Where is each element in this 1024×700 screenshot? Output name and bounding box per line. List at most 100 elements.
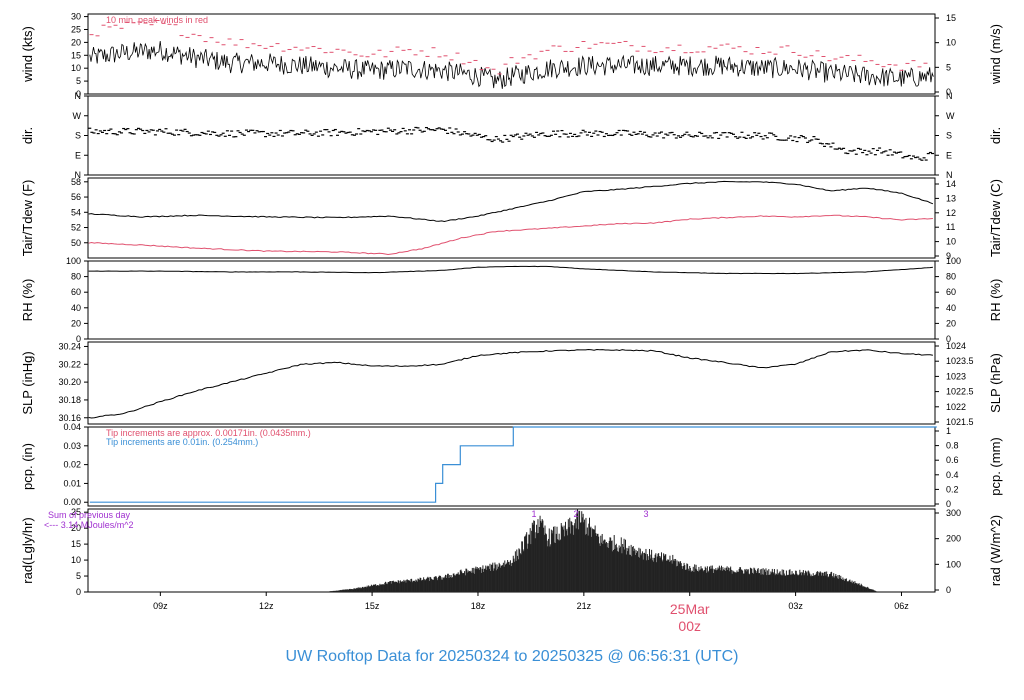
ytick-label-temp: 52 — [71, 223, 81, 233]
ytick-label-dir: E — [75, 150, 81, 160]
ylabel-wind: wind (kts) — [20, 26, 35, 83]
xtick-label: 03z — [788, 601, 803, 611]
ytick-label-rad: 20 — [71, 523, 81, 533]
ytick-label-wind: 20 — [71, 37, 81, 47]
y2tick-label-slp: 1021.5 — [946, 417, 974, 427]
ytick-label-slp: 30.16 — [58, 413, 81, 423]
rad-annotation-2: <--- 3.14 MJoules/m^2 — [44, 520, 134, 530]
ylabel-temp: Tair/Tdew (F) — [20, 180, 35, 257]
ytick-label-temp: 56 — [71, 192, 81, 202]
ytick-label-rad: 25 — [71, 507, 81, 517]
ytick-label-slp: 30.18 — [58, 395, 81, 405]
y2tick-label-dir: W — [946, 111, 955, 121]
y2tick-label-pcp: 0.6 — [946, 455, 959, 465]
rad-marker-3: 3 — [643, 509, 648, 519]
temp-line-Tair — [88, 180, 934, 223]
chart-title: UW Rooftop Data for 20250324 to 20250325… — [285, 648, 739, 665]
y2tick-label-dir: S — [946, 131, 952, 141]
xtick-label: 15z — [365, 601, 380, 611]
y2label-pcp: pcp. (mm) — [988, 437, 1003, 496]
ytick-label-pcp: 0.04 — [63, 422, 81, 432]
ytick-label-rad: 15 — [71, 539, 81, 549]
ytick-label-temp: 58 — [71, 177, 81, 187]
y2tick-label-temp: 12 — [946, 208, 956, 218]
panel-frame-temp — [87, 177, 936, 259]
rad-marker-2: 2 — [573, 509, 578, 519]
xtick-midnight-label: 00z — [678, 618, 701, 634]
y2label-slp: SLP (hPa) — [988, 353, 1003, 413]
pcp-line — [89, 426, 937, 503]
rad-annotation-1: Sum of previous day — [48, 510, 131, 520]
ytick-label-rh: 20 — [71, 318, 81, 328]
ytick-label-rh: 100 — [66, 256, 81, 266]
y2label-temp: Tair/Tdew (C) — [988, 179, 1003, 257]
y2label-wind: wind (m/s) — [988, 24, 1003, 85]
y2tick-label-temp: 10 — [946, 237, 956, 247]
ytick-label-slp: 30.22 — [58, 359, 81, 369]
ytick-label-rad: 0 — [76, 587, 81, 597]
y2tick-label-pcp: 1 — [946, 426, 951, 436]
ytick-label-slp: 30.24 — [58, 341, 81, 351]
y2tick-label-rad: 300 — [946, 508, 961, 518]
y2tick-label-wind: 0 — [946, 87, 951, 97]
ylabel-pcp: pcp. (in) — [20, 443, 35, 490]
ytick-label-wind: 5 — [76, 76, 81, 86]
y2tick-label-rh: 60 — [946, 287, 956, 297]
rad-marker-1: 1 — [531, 509, 536, 519]
pcp-annotation-2: Tip increments are 0.01in. (0.254mm.) — [106, 437, 258, 447]
y2tick-label-dir: N — [946, 91, 953, 101]
xtick-label: 18z — [471, 601, 486, 611]
ytick-label-rh: 80 — [71, 272, 81, 282]
ytick-label-dir: W — [73, 111, 82, 121]
ytick-label-wind: 15 — [71, 50, 81, 60]
y2label-dir: dir. — [988, 127, 1003, 144]
y2tick-label-dir: N — [946, 170, 953, 180]
panel-frame-pcp — [87, 426, 936, 507]
pcp-annotation-1: Tip increments are approx. 0.00171in. (0… — [106, 428, 311, 438]
y2tick-label-temp: 13 — [946, 193, 956, 203]
xtick-date-label: 25Mar — [670, 601, 710, 617]
ytick-label-rh: 40 — [71, 303, 81, 313]
ytick-label-pcp: 0.00 — [63, 497, 81, 507]
y2tick-label-pcp: 0.2 — [946, 484, 959, 494]
y2tick-label-rh: 20 — [946, 318, 956, 328]
ytick-label-rad: 10 — [71, 555, 81, 565]
ytick-label-rad: 5 — [76, 571, 81, 581]
y2label-rh: RH (%) — [988, 279, 1003, 322]
y2tick-label-slp: 1023 — [946, 371, 966, 381]
y2tick-label-pcp: 0 — [946, 499, 951, 509]
ytick-label-dir: N — [75, 170, 82, 180]
temp-line-Tdew — [88, 214, 933, 256]
ytick-label-pcp: 0.03 — [63, 441, 81, 451]
y2tick-label-slp: 1022 — [946, 402, 966, 412]
ytick-label-dir: S — [75, 131, 81, 141]
y2tick-label-temp: 14 — [946, 179, 956, 189]
slp-line-0 — [88, 348, 933, 419]
wind-speed-line — [89, 40, 934, 89]
y2tick-label-rh: 0 — [946, 334, 951, 344]
ytick-label-dir: N — [75, 91, 82, 101]
ytick-label-slp: 30.20 — [58, 377, 81, 387]
ytick-label-wind: 25 — [71, 24, 81, 34]
y2tick-label-temp: 11 — [946, 222, 955, 232]
y2tick-label-rh: 100 — [946, 256, 961, 266]
y2tick-label-slp: 1023.5 — [946, 356, 974, 366]
y2tick-label-wind: 10 — [946, 38, 956, 48]
ytick-label-rh: 60 — [71, 287, 81, 297]
xtick-label: 09z — [153, 601, 168, 611]
xtick-label: 12z — [259, 601, 274, 611]
ylabel-dir: dir. — [20, 127, 35, 144]
y2tick-label-temp: 9 — [946, 251, 951, 261]
ytick-label-pcp: 0.01 — [63, 478, 81, 488]
y2tick-label-rad: 100 — [946, 559, 961, 569]
y2tick-label-wind: 5 — [946, 62, 951, 72]
weather-chart: wind (kts) wind (m/s)05101520253005101510… — [20, 12, 1003, 634]
panel-frame-slp — [87, 341, 936, 425]
y2tick-label-wind: 15 — [946, 13, 956, 23]
panel-frame-rh — [87, 260, 936, 340]
ylabel-rh: RH (%) — [20, 279, 35, 322]
y2tick-label-rh: 80 — [946, 272, 956, 282]
xtick-label: 21z — [577, 601, 592, 611]
y2tick-label-rad: 0 — [946, 585, 951, 595]
rh-line-0 — [88, 265, 933, 275]
